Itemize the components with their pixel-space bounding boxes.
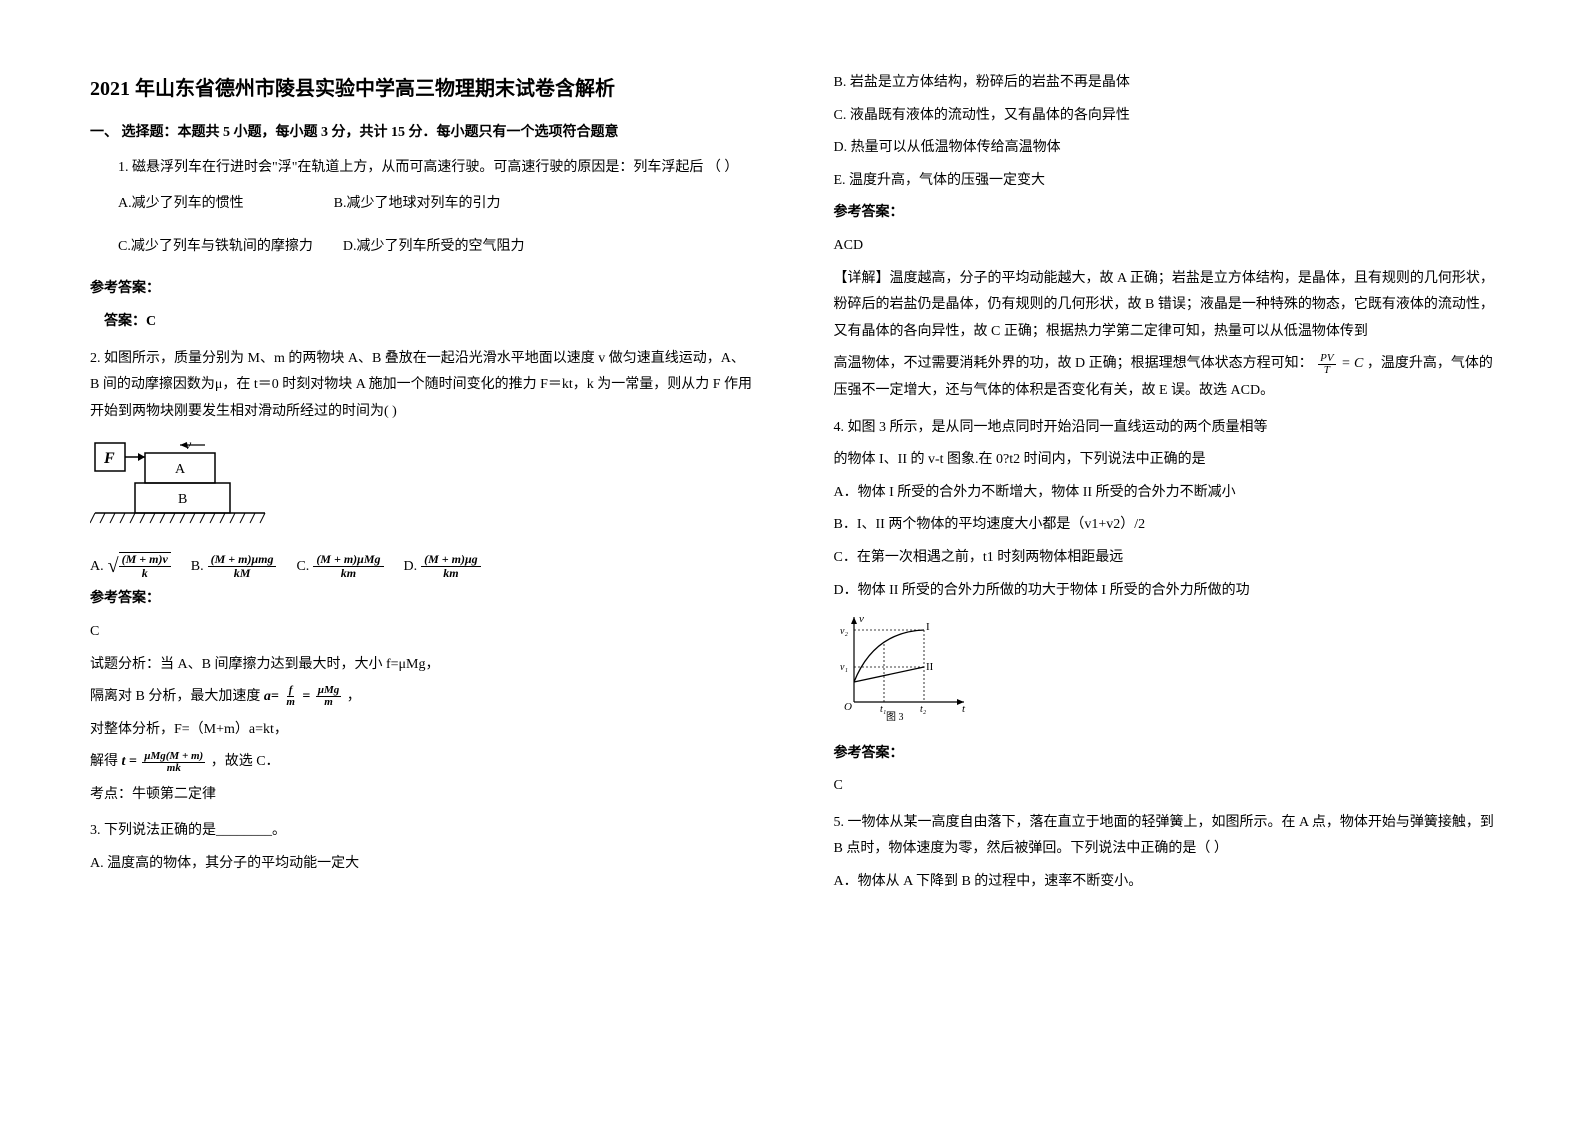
question-1-text: 1. 磁悬浮列车在行进时会"浮"在轨道上方，从而可高速行驶。可高速行驶的原因是：… [90,155,754,182]
right-column: B. 岩盐是立方体结构，粉碎后的岩盐不再是晶体 C. 液晶既有液体的流动性，又有… [834,70,1498,1052]
question-3-start: 3. 下列说法正确的是________。 A. 温度高的物体，其分子的平均动能一… [90,818,754,877]
question-1: 1. 磁悬浮列车在行进时会"浮"在轨道上方，从而可高速行驶。可高速行驶的原因是：… [90,155,754,336]
q2-option-d: D. (M + m)μgkm [404,553,481,580]
svg-text:v: v [859,613,864,625]
q4-answer: C [834,773,1498,800]
q3-explain1: 【详解】温度越高，分子的平均动能越大，故 A 正确；岩盐是立方体结构，是晶体，且… [834,266,1498,346]
q1-option-c: C.减少了列车与铁轨间的摩擦力 [118,234,313,261]
q4-text1: 4. 如图 3 所示，是从同一地点同时开始沿同一直线运动的两个质量相等 [834,415,1498,442]
q2-analysis1: 试题分析：当 A、B 间摩擦力达到最大时，大小 f=μMg， [90,652,754,679]
q2-analysis5: 考点：牛顿第二定律 [90,782,754,809]
q1-option-b: B.减少了地球对列车的引力 [334,191,501,218]
q2-analysis4: 解得 t = μMg(M + m)mk ，故选 C． [90,749,754,776]
svg-text:t₂: t₂ [920,704,927,715]
q3-answer: ACD [834,233,1498,260]
svg-text:II: II [926,661,934,673]
question-1-options-row2: C.减少了列车与铁轨间的摩擦力 D.减少了列车所受的空气阻力 [118,234,754,261]
q3-option-c: C. 液晶既有液体的流动性，又有晶体的各向异性 [834,103,1498,130]
svg-text:图 3: 图 3 [886,711,904,722]
q3-answer-label: 参考答案： [834,200,1498,227]
q5-option-a: A．物体从 A 下降到 B 的过程中，速率不断变小。 [834,869,1498,896]
q3-explain2: 高温物体，不过需要消耗外界的功，故 D 正确；根据理想气体状态方程可知： PVT… [834,351,1498,404]
q1-option-a: A.减少了列车的惯性 [118,191,244,218]
q2-diagram: F v A B [90,433,754,544]
q2-analysis2: 隔离对 B 分析，最大加速度 a= fm = μMgm ， [90,684,754,711]
q1-answer: 答案：C [104,309,754,336]
q2-option-c: C. (M + m)μMgkm [296,553,383,580]
diagram-A-label: A [175,462,186,477]
q2-optD-label: D. [404,554,418,581]
q2-analysis3: 对整体分析，F=（M+m）a=kt， [90,717,754,744]
svg-text:I: I [926,621,930,633]
q2-optC-label: C. [296,554,309,581]
q4-graph: v t O I II v₂ v₁ t₁ t₂ 图 3 [834,612,1498,733]
q4-option-c: C．在第一次相遇之前，t1 时刻两物体相距最远 [834,545,1498,572]
q3-option-e: E. 温度升高，气体的压强一定变大 [834,168,1498,195]
svg-text:O: O [844,701,852,713]
svg-text:v₂: v₂ [840,626,848,637]
q2-answer-label: 参考答案： [90,586,754,613]
svg-text:v₁: v₁ [840,662,848,673]
q1-option-d: D.减少了列车所受的空气阻力 [343,234,525,261]
svg-text:t: t [962,703,966,715]
q3-option-a: A. 温度高的物体，其分子的平均动能一定大 [90,851,754,878]
q2-option-b: B. (M + m)μmgkM [191,553,277,580]
question-3-cont: B. 岩盐是立方体结构，粉碎后的岩盐不再是晶体 C. 液晶既有液体的流动性，又有… [834,70,1498,405]
q2-option-a: A. √ (M + m)vk [90,552,171,580]
question-5: 5. 一物体从某一高度自由落下，落在直立于地面的轻弹簧上，如图所示。在 A 点，… [834,810,1498,896]
q4-answer-label: 参考答案： [834,741,1498,768]
q4-option-a: A．物体 I 所受的合外力不断增大，物体 II 所受的合外力不断减小 [834,480,1498,507]
q4-option-d: D．物体 II 所受的合外力所做的功大于物体 I 所受的合外力所做的功 [834,578,1498,605]
q3-option-d: D. 热量可以从低温物体传给高温物体 [834,135,1498,162]
exam-title: 2021 年山东省德州市陵县实验中学高三物理期末试卷含解析 [90,70,754,108]
question-3-text: 3. 下列说法正确的是________。 [90,818,754,845]
q4-option-b: B．I、II 两个物体的平均速度大小都是（v1+v2）/2 [834,512,1498,539]
question-1-options-row1: A.减少了列车的惯性 B.减少了地球对列车的引力 [118,191,754,218]
q3-option-b: B. 岩盐是立方体结构，粉碎后的岩盐不再是晶体 [834,70,1498,97]
q2-optA-label: A. [90,554,104,581]
question-2: 2. 如图所示，质量分别为 M、m 的两物块 A、B 叠放在一起沿光滑水平地面以… [90,346,754,809]
section-1-heading: 一、 选择题：本题共 5 小题，每小题 3 分，共计 15 分．每小题只有一个选… [90,120,754,147]
q1-answer-label: 参考答案： [90,276,754,303]
q2-answer: C [90,619,754,646]
left-column: 2021 年山东省德州市陵县实验中学高三物理期末试卷含解析 一、 选择题：本题共… [90,70,754,1052]
q2-optB-label: B. [191,554,204,581]
q4-text2: 的物体 I、II 的 v-t 图象.在 0?t2 时间内，下列说法中正确的是 [834,447,1498,474]
q5-text: 5. 一物体从某一高度自由落下，落在直立于地面的轻弹簧上，如图所示。在 A 点，… [834,810,1498,863]
diagram-F-label: F [103,450,115,467]
question-2-text: 2. 如图所示，质量分别为 M、m 的两物块 A、B 叠放在一起沿光滑水平地面以… [90,346,754,426]
diagram-B-label: B [178,492,187,507]
question-4: 4. 如图 3 所示，是从同一地点同时开始沿同一直线运动的两个质量相等 的物体 … [834,415,1498,800]
q2-options: A. √ (M + m)vk B. (M + m)μmgkM C. (M + m… [90,552,754,580]
